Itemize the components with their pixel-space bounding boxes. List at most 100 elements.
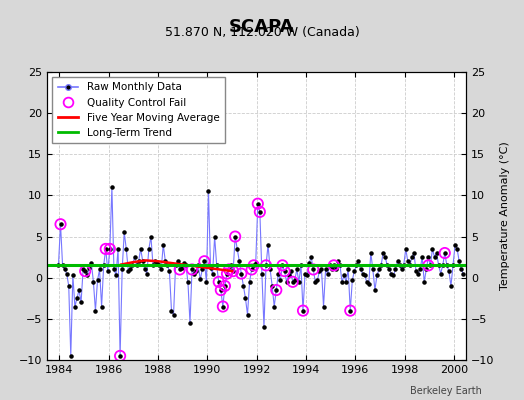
Point	[457, 266, 465, 273]
Point	[163, 262, 171, 268]
Point	[102, 246, 110, 252]
Point	[305, 260, 313, 266]
Point	[256, 209, 264, 215]
Point	[397, 266, 406, 273]
Point	[451, 242, 459, 248]
Point	[81, 268, 90, 274]
Point	[241, 295, 249, 302]
Point	[221, 283, 229, 289]
Point	[211, 233, 219, 240]
Point	[214, 279, 223, 285]
Point	[264, 242, 272, 248]
Point	[441, 250, 449, 256]
Point	[401, 246, 410, 252]
Point	[319, 303, 328, 310]
Point	[91, 308, 100, 314]
Point	[85, 265, 93, 271]
Point	[237, 270, 246, 277]
Point	[186, 320, 194, 326]
Point	[278, 262, 287, 268]
Point	[266, 266, 275, 273]
Point	[252, 260, 260, 266]
Point	[365, 281, 373, 288]
Point	[379, 250, 387, 256]
Point	[237, 270, 246, 277]
Point	[262, 262, 270, 268]
Point	[352, 262, 361, 268]
Point	[328, 266, 336, 273]
Point	[278, 262, 287, 268]
Point	[309, 266, 318, 273]
Point	[424, 254, 432, 260]
Point	[136, 246, 145, 252]
Point	[449, 262, 457, 268]
Point	[89, 279, 97, 285]
Point	[159, 242, 168, 248]
Point	[167, 308, 176, 314]
Point	[126, 266, 135, 273]
Point	[161, 258, 170, 264]
Point	[297, 262, 305, 268]
Point	[416, 266, 424, 273]
Point	[285, 272, 293, 278]
Point	[276, 277, 285, 283]
Point	[102, 246, 110, 252]
Point	[272, 287, 280, 293]
Point	[108, 184, 116, 190]
Point	[93, 277, 102, 283]
Point	[143, 270, 151, 277]
Point	[77, 299, 85, 306]
Point	[367, 250, 375, 256]
Point	[422, 266, 431, 273]
Point	[73, 295, 81, 302]
Point	[272, 287, 280, 293]
Point	[303, 272, 311, 278]
Point	[363, 279, 371, 285]
Point	[176, 266, 184, 273]
Point	[133, 262, 141, 268]
Point	[318, 266, 326, 273]
Point	[79, 266, 88, 273]
Point	[387, 270, 396, 277]
Point	[348, 277, 356, 283]
Point	[344, 266, 352, 273]
Point	[270, 303, 278, 310]
Point	[190, 270, 198, 277]
Point	[262, 262, 270, 268]
Point	[147, 233, 155, 240]
Point	[258, 270, 266, 277]
Point	[443, 262, 451, 268]
Point	[336, 262, 344, 268]
Point	[200, 258, 209, 264]
Point	[124, 268, 133, 274]
Point	[292, 266, 301, 273]
Point	[249, 262, 258, 268]
Point	[116, 353, 124, 359]
Point	[54, 262, 63, 268]
Point	[134, 258, 143, 264]
Point	[100, 262, 108, 268]
Point	[323, 270, 332, 277]
Point	[311, 279, 320, 285]
Point	[231, 233, 239, 240]
Point	[330, 262, 338, 268]
Point	[202, 279, 211, 285]
Point	[225, 266, 233, 273]
Point	[426, 262, 434, 268]
Point	[361, 272, 369, 278]
Point	[330, 262, 338, 268]
Point	[403, 258, 412, 264]
Point	[223, 270, 231, 277]
Point	[249, 262, 258, 268]
Point	[441, 250, 449, 256]
Point	[375, 266, 383, 273]
Point	[81, 268, 90, 274]
Point	[354, 258, 363, 264]
Point	[204, 188, 213, 194]
Point	[396, 262, 404, 268]
Point	[223, 270, 231, 277]
Point	[97, 303, 106, 310]
Point	[294, 279, 303, 285]
Point	[447, 283, 455, 289]
Point	[414, 270, 422, 277]
